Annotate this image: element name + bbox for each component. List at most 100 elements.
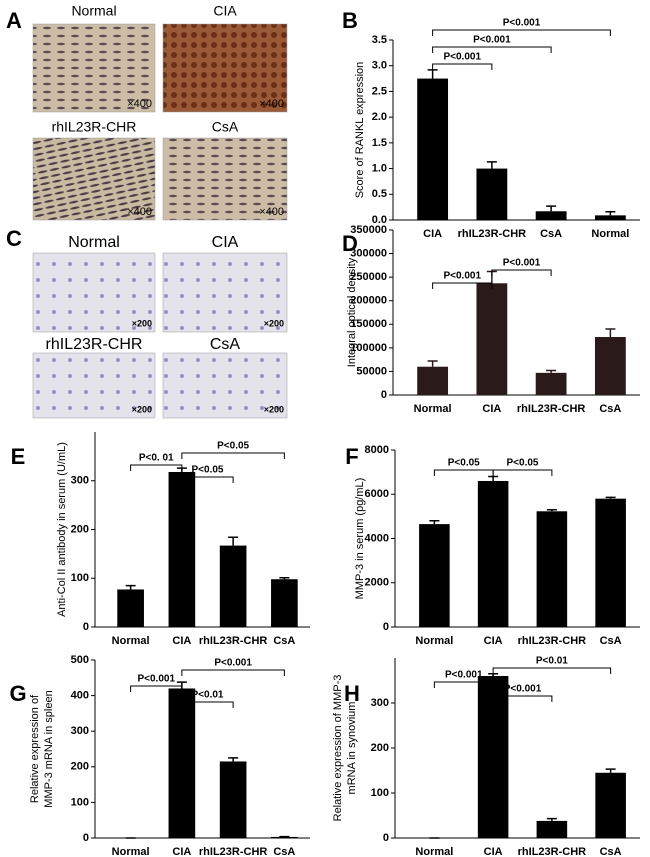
x-tick-label: rhIL23R-CHR bbox=[199, 635, 268, 647]
significance-bracket bbox=[181, 669, 285, 676]
x-tick-label: rhIL23R-CHR bbox=[518, 635, 587, 647]
bar bbox=[536, 511, 568, 627]
y-tick-label: 400 bbox=[71, 690, 89, 702]
error-bar bbox=[605, 768, 616, 773]
x-tick-label: CIA bbox=[172, 635, 191, 647]
image-title: CsA bbox=[210, 336, 241, 353]
bar bbox=[595, 498, 626, 627]
significance-label: P<0.001 bbox=[443, 271, 481, 282]
x-tick-label: rhIL23R-CHR bbox=[518, 846, 587, 857]
significance-label: P<0.001 bbox=[445, 670, 483, 681]
significance-label: P<0.01 bbox=[536, 656, 568, 667]
image-title: CIA bbox=[212, 234, 239, 251]
bar bbox=[535, 211, 567, 220]
panel-letter: G bbox=[9, 681, 26, 706]
y-tick-label: 300 bbox=[371, 697, 389, 709]
error-bar bbox=[546, 205, 557, 212]
y-axis-label: Relative expression of bbox=[29, 694, 41, 803]
significance-label: P<0.05 bbox=[448, 458, 480, 469]
magnification: ×200 bbox=[264, 404, 284, 414]
panel-letter: F bbox=[345, 444, 358, 469]
y-tick-label: 0 bbox=[383, 621, 389, 633]
significance-label: P<0.001 bbox=[137, 674, 175, 685]
significance-bracket bbox=[181, 701, 234, 708]
y-tick-label: 4000 bbox=[365, 532, 389, 544]
y-axis-label: mRNA in synovium bbox=[346, 702, 358, 795]
bar bbox=[594, 215, 626, 220]
bar bbox=[595, 772, 626, 838]
error-bar bbox=[279, 577, 290, 580]
image-title: CsA bbox=[212, 119, 239, 135]
y-tick-label: 200 bbox=[71, 761, 89, 773]
error-bar bbox=[605, 211, 616, 216]
y-tick-label: 2.5 bbox=[372, 85, 387, 97]
y-tick-label: 6000 bbox=[365, 488, 389, 500]
panel-letter: D bbox=[342, 231, 358, 256]
significance-bracket bbox=[492, 695, 553, 702]
bar bbox=[476, 168, 508, 220]
significance-label: P<0.001 bbox=[503, 258, 541, 269]
x-tick-label: CsA bbox=[599, 403, 621, 415]
y-tick-label: 300 bbox=[71, 475, 89, 487]
error-bar bbox=[228, 757, 239, 762]
x-tick-label: CsA bbox=[600, 635, 622, 647]
x-tick-label: CIA bbox=[172, 846, 191, 857]
bar bbox=[271, 836, 298, 838]
significance-bracket bbox=[432, 63, 493, 70]
micrograph bbox=[32, 352, 156, 419]
error-bar bbox=[427, 360, 438, 367]
y-tick-label: 50000 bbox=[356, 365, 387, 377]
error-bar bbox=[546, 369, 557, 373]
y-tick-label: 0.0 bbox=[372, 214, 387, 226]
panel-letter: H bbox=[344, 681, 360, 706]
bar bbox=[168, 688, 196, 838]
micrograph bbox=[162, 137, 288, 221]
panel-letter: A bbox=[6, 8, 22, 33]
significance-bracket bbox=[491, 269, 552, 276]
significance-label: P<0.01 bbox=[192, 690, 224, 701]
significance-label: P<0.001 bbox=[214, 658, 252, 669]
x-tick-label: Normal bbox=[112, 635, 150, 647]
significance-label: P<0.05 bbox=[192, 465, 224, 476]
bar bbox=[417, 78, 449, 220]
y-tick-label: 100 bbox=[71, 796, 89, 808]
image-title: Normal bbox=[68, 234, 120, 251]
error-bar bbox=[546, 508, 557, 512]
x-tick-label: rhIL23R-CHR bbox=[517, 403, 586, 415]
x-tick-label: Normal bbox=[414, 403, 452, 415]
significance-label: P<0.001 bbox=[443, 52, 481, 63]
image-title: rhIL23R-CHR bbox=[46, 336, 143, 353]
magnification: ×400 bbox=[259, 206, 284, 218]
micrograph bbox=[162, 23, 288, 113]
x-tick-label: Normal bbox=[415, 635, 453, 647]
x-tick-label: CIA bbox=[423, 228, 442, 240]
image-title: Normal bbox=[71, 3, 116, 19]
bar bbox=[219, 761, 247, 838]
bar bbox=[419, 524, 450, 627]
significance-bracket bbox=[130, 685, 183, 692]
significance-bracket bbox=[492, 667, 612, 674]
bar bbox=[476, 283, 508, 395]
significance-bracket bbox=[492, 469, 553, 476]
x-tick-label: CsA bbox=[600, 846, 622, 857]
y-tick-label: 100 bbox=[71, 572, 89, 584]
micrograph bbox=[32, 137, 156, 221]
significance-bracket bbox=[433, 469, 494, 476]
error-bar bbox=[125, 584, 136, 590]
significance-label: P<0. 01 bbox=[139, 453, 174, 464]
magnification: ×400 bbox=[127, 206, 152, 218]
bar bbox=[271, 579, 298, 627]
y-tick-label: 3.5 bbox=[372, 34, 387, 46]
y-axis-label: Relative expression of MMP-3 bbox=[332, 675, 344, 822]
micrograph bbox=[32, 252, 156, 333]
x-tick-label: Normal bbox=[591, 228, 629, 240]
bar bbox=[536, 820, 568, 838]
y-tick-label: 350000 bbox=[350, 224, 387, 236]
y-tick-label: 0.5 bbox=[372, 188, 387, 200]
x-tick-label: CIA bbox=[482, 403, 501, 415]
y-tick-label: 150000 bbox=[350, 318, 387, 330]
y-axis-label: Anti-Col II antibody in serum (U/mL) bbox=[56, 442, 68, 617]
y-tick-label: 0 bbox=[83, 621, 89, 633]
x-tick-label: CsA bbox=[273, 635, 295, 647]
